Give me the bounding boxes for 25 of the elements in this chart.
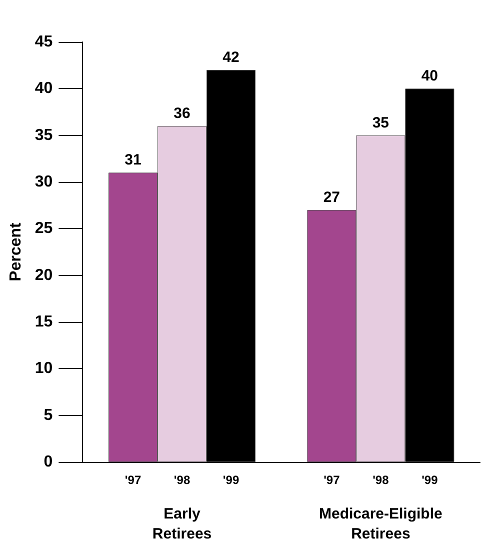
series-label: '97: [124, 473, 142, 487]
y-tick-label: 20: [34, 266, 53, 284]
data-label: 42: [222, 49, 240, 66]
text: '97: [324, 473, 340, 487]
text: '99: [422, 473, 438, 487]
data-label: 36: [174, 105, 190, 122]
data-label: 31: [124, 152, 142, 169]
y-tick-label: 10: [34, 360, 53, 378]
y-tick-label: 15: [34, 314, 53, 330]
data-label: 27: [323, 189, 340, 206]
x-tick-label: Early Retirees: [152, 506, 212, 542]
y-tick-label: 35: [34, 126, 53, 144]
y-tick-label: 0: [44, 454, 53, 470]
y-tick-label: 25: [34, 220, 53, 238]
y-tick-label: 30: [34, 174, 53, 190]
y-tick-label: 40: [34, 80, 53, 98]
text: '98: [372, 473, 389, 487]
data-label: 40: [421, 68, 438, 85]
y-axis-title: Percent: [8, 222, 24, 282]
series-label: '99: [222, 473, 240, 487]
y-tick-label: 45: [34, 34, 53, 50]
data-label: 35: [372, 114, 390, 132]
y-tick-label: 5: [44, 406, 53, 424]
series-label: '98: [174, 473, 190, 487]
x-tick-label: Medicare-Eligible Retirees: [318, 506, 442, 542]
